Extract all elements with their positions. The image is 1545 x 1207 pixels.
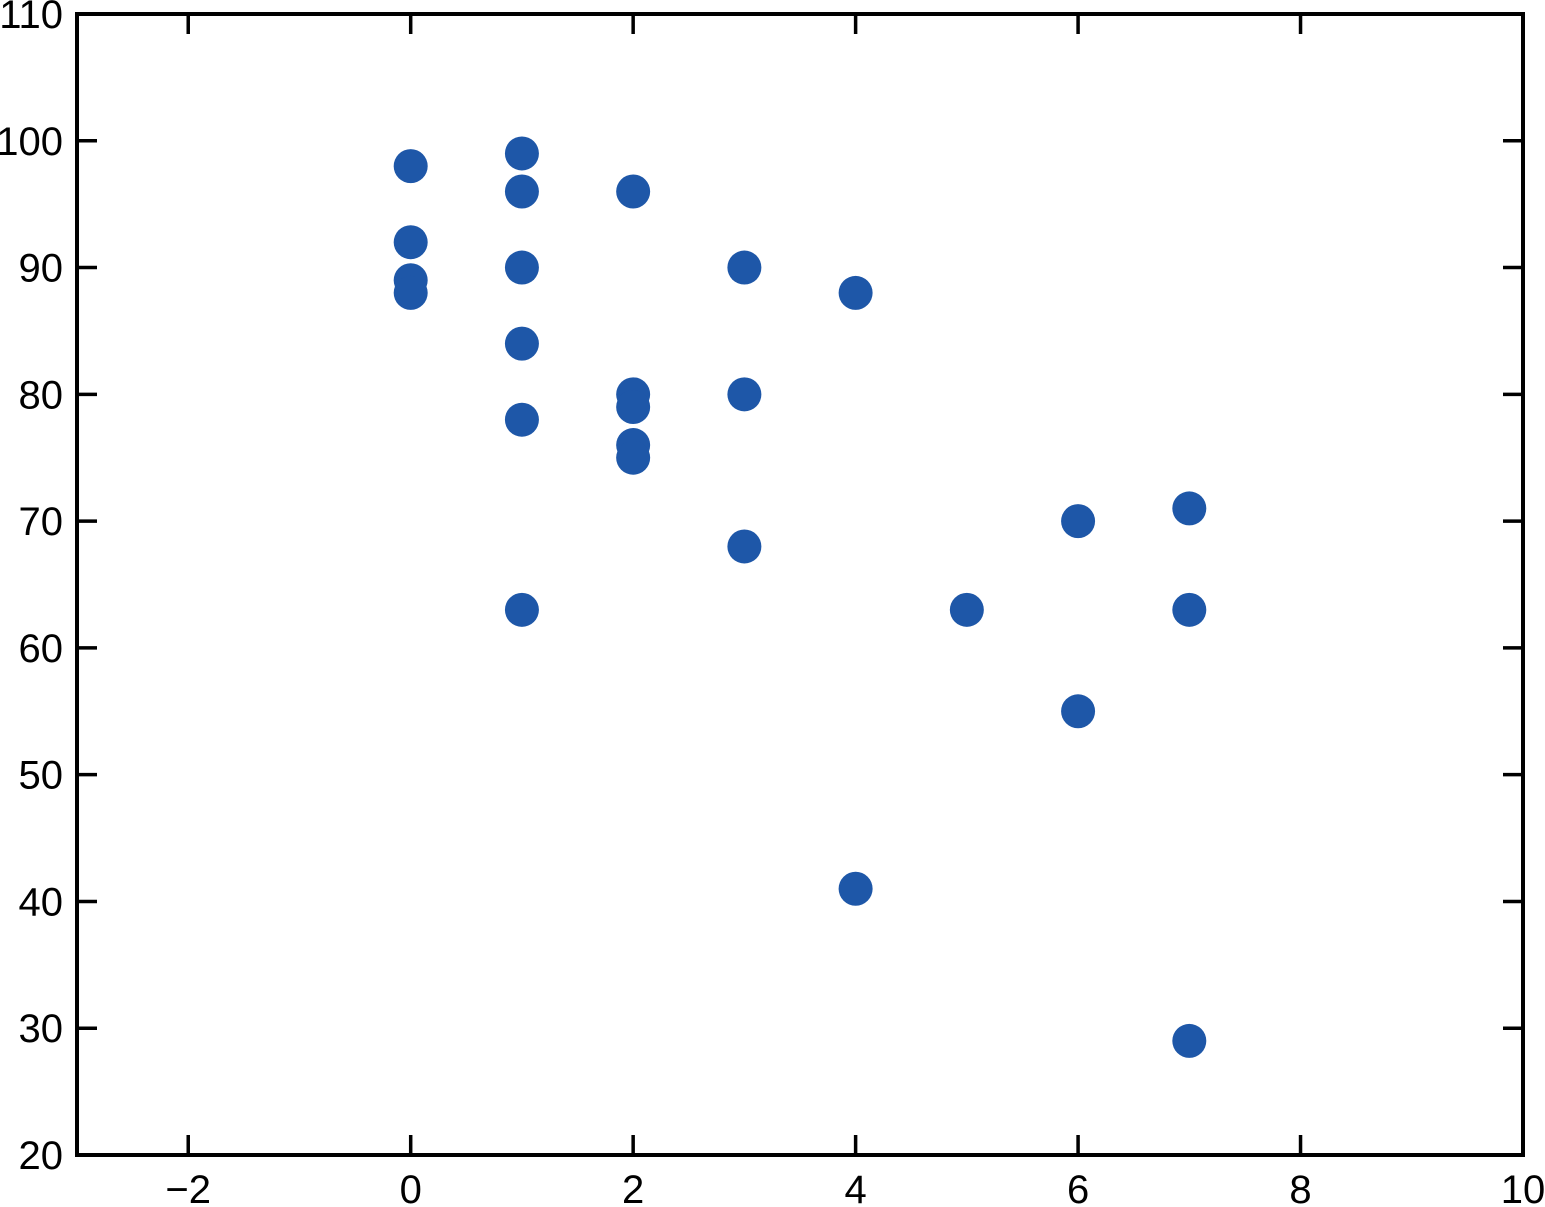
data-point (393, 275, 428, 310)
y-tick-label: 40 (19, 880, 64, 924)
y-tick-label: 90 (19, 247, 64, 291)
x-tick-label: 6 (1067, 1168, 1089, 1207)
data-point (838, 275, 873, 310)
data-point (504, 402, 539, 437)
data-point (616, 440, 651, 475)
y-tick-label: 100 (0, 120, 63, 164)
data-point (1172, 491, 1207, 526)
x-tick-label: 8 (1289, 1168, 1311, 1207)
data-point (504, 250, 539, 285)
data-point (1172, 592, 1207, 627)
plot-border (75, 12, 1525, 1157)
data-point (616, 390, 651, 425)
data-point (504, 174, 539, 209)
data-point (727, 529, 762, 564)
data-point (504, 136, 539, 171)
y-tick-label: 50 (19, 754, 64, 798)
x-tick-label: 0 (400, 1168, 422, 1207)
x-tick-label: 4 (844, 1168, 866, 1207)
data-point (504, 592, 539, 627)
data-point (727, 377, 762, 412)
data-point (393, 225, 428, 260)
data-point (616, 174, 651, 209)
y-tick-label: 70 (19, 500, 64, 544)
data-point (949, 592, 984, 627)
data-point (1172, 1023, 1207, 1058)
data-point (1061, 504, 1096, 539)
y-tick-label: 60 (19, 627, 64, 671)
y-tick-label: 110 (0, 0, 63, 37)
data-point (393, 149, 428, 184)
x-tick-label: 2 (622, 1168, 644, 1207)
data-point (1061, 694, 1096, 729)
data-point (504, 326, 539, 361)
data-point (727, 250, 762, 285)
x-tick-label: −2 (165, 1168, 211, 1207)
x-tick-label: 10 (1501, 1168, 1545, 1207)
data-point (838, 871, 873, 906)
y-tick-label: 20 (19, 1134, 64, 1178)
y-tick-label: 80 (19, 373, 64, 417)
y-tick-label: 30 (19, 1007, 64, 1051)
